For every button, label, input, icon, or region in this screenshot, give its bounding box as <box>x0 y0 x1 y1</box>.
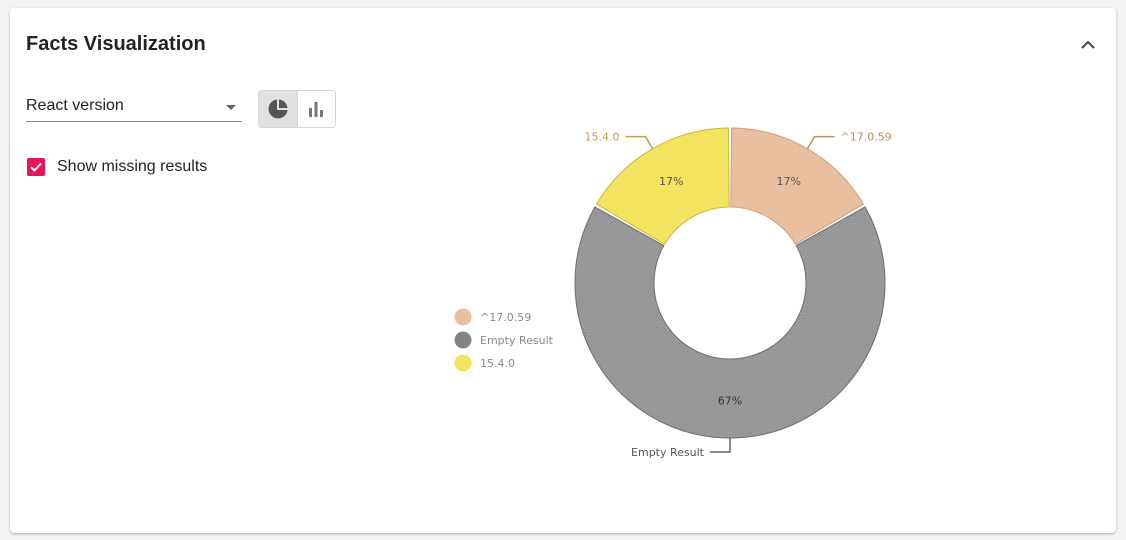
fact-select[interactable]: React version <box>26 94 242 122</box>
pie-chart-icon <box>268 99 288 119</box>
callout-line-15-4-0 <box>625 135 654 150</box>
pie-chart-toggle[interactable] <box>259 91 297 127</box>
legend-label-15-4-0[interactable]: 15.4.0 <box>480 357 515 370</box>
legend-label-17-0-59[interactable]: ^17.0.59 <box>480 311 531 324</box>
percent-label-17-0-59: 17% <box>777 175 801 188</box>
legend-label-empty-result[interactable]: Empty Result <box>480 334 554 347</box>
checkbox-checked-icon <box>27 158 45 176</box>
legend-swatch-17-0-59 <box>454 308 472 326</box>
fact-select-value: React version <box>26 97 124 114</box>
chart-type-toggle <box>258 90 336 128</box>
callout-label-15-4-0: 15.4.0 <box>585 131 620 144</box>
legend-swatch-15-4-0 <box>454 354 472 372</box>
legend-swatch-empty-result <box>454 331 472 349</box>
slice-15-4-0[interactable] <box>595 127 730 245</box>
percent-label-15-4-0: 17% <box>659 175 683 188</box>
callout-label-empty-result: Empty Result <box>631 446 705 459</box>
collapse-button[interactable] <box>1076 33 1100 57</box>
callout-line-empty-result <box>710 438 731 453</box>
facts-visualization-card: Facts Visualization React version <box>10 8 1116 533</box>
bar-chart-toggle[interactable] <box>296 91 335 127</box>
slice-17-0-59[interactable] <box>730 127 865 245</box>
bar-chart-icon <box>309 102 324 117</box>
callout-line-17-0-59 <box>806 135 835 150</box>
percent-label-empty-result: 67% <box>718 395 742 408</box>
chevron-up-icon <box>1081 40 1095 49</box>
slice-empty-result[interactable] <box>574 206 886 439</box>
show-missing-results-checkbox[interactable]: Show missing results <box>26 157 207 177</box>
card-title: Facts Visualization <box>26 33 206 55</box>
callout-label-17-0-59: ^17.0.59 <box>841 131 892 144</box>
show-missing-results-label: Show missing results <box>57 158 208 175</box>
caret-down-icon <box>226 105 236 110</box>
